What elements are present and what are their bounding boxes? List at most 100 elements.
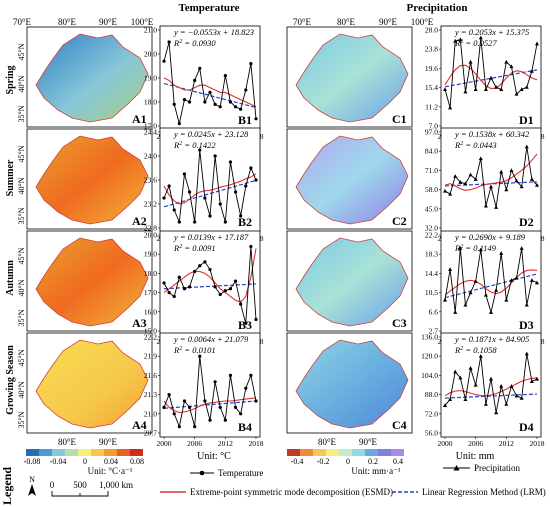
data-point-circle bbox=[167, 291, 171, 295]
data-point-circle bbox=[208, 90, 212, 94]
data-point-circle bbox=[177, 220, 181, 224]
y-tick-label: 24.0 bbox=[144, 152, 157, 161]
y-tick-label: 10.5 bbox=[425, 288, 438, 297]
data-point-circle bbox=[187, 285, 192, 289]
data-point-triangle bbox=[524, 84, 529, 89]
r-squared: R2 = 0.1058 bbox=[454, 345, 497, 355]
regression-equation: y = 0.0064x + 21.079 bbox=[173, 334, 249, 344]
lon-label-70e-left: 70°E bbox=[13, 17, 32, 27]
esmd-curve bbox=[444, 64, 538, 90]
data-point-circle bbox=[218, 202, 222, 206]
lon-label-80e-right: 80°E bbox=[337, 17, 356, 27]
colorbar-bin bbox=[78, 449, 91, 456]
y-tick-label: 15.4 bbox=[425, 83, 438, 92]
data-point-circle bbox=[208, 214, 212, 218]
data-point-circle bbox=[228, 287, 233, 291]
data-point-triangle bbox=[529, 68, 534, 73]
data-point-triangle bbox=[443, 188, 447, 193]
data-point-circle bbox=[254, 399, 258, 403]
x-tick-label: 2018 bbox=[249, 439, 264, 448]
map-panel-c2: C2 bbox=[286, 128, 413, 230]
y-tick-label: 18.0 bbox=[144, 269, 157, 278]
map-panel-c3: C3 bbox=[286, 230, 413, 332]
colorbar-tick: -0.04 bbox=[50, 457, 67, 466]
data-point-circle bbox=[187, 190, 192, 194]
regression-equation: y = 0.2053x + 15.375 bbox=[454, 27, 529, 37]
data-point-circle bbox=[187, 405, 192, 409]
data-point-triangle bbox=[535, 41, 539, 46]
region-shape bbox=[35, 33, 149, 123]
regression-equation: y = 0.0245x + 23.128 bbox=[173, 129, 249, 139]
top-longitude-labels: 70°E 80°E 90°E 100°E 70°E 80°E 90°E 100°… bbox=[13, 17, 434, 27]
colorbar-bin bbox=[130, 449, 143, 456]
data-point-circle bbox=[218, 105, 222, 109]
data-point-circle bbox=[233, 105, 238, 109]
data-point-circle bbox=[233, 190, 238, 194]
data-point-triangle bbox=[468, 290, 473, 295]
x-tick-label: 2018 bbox=[530, 439, 545, 448]
data-point-circle bbox=[187, 100, 192, 104]
colorbar-bin bbox=[104, 449, 117, 456]
data-point-circle bbox=[162, 281, 166, 285]
data-point-circle bbox=[228, 373, 233, 377]
y-tick-label: 136.0 bbox=[421, 333, 438, 342]
lat-label: 45°N bbox=[17, 145, 26, 162]
data-point-triangle bbox=[468, 59, 473, 64]
colorbar-bin bbox=[391, 449, 404, 456]
lrm-legend-label: Linear Regression Method (LRM) bbox=[422, 487, 546, 497]
data-point-triangle bbox=[509, 168, 514, 172]
region-shape bbox=[295, 33, 409, 123]
series-panel-d3: 2.76.610.514.418.322.22000200620122018y … bbox=[425, 231, 545, 347]
y-tick-label: 22.8 bbox=[144, 224, 157, 233]
y-tick-label: 19.6 bbox=[425, 64, 438, 73]
colorbar-bin bbox=[91, 449, 104, 456]
scale-label: 500 bbox=[73, 480, 87, 490]
colorbar-bin bbox=[326, 449, 339, 456]
data-point-triangle bbox=[448, 191, 453, 196]
data-point-triangle bbox=[514, 393, 519, 398]
colorbar-tick: 0.08 bbox=[130, 457, 144, 466]
data-point-circle bbox=[228, 100, 233, 104]
lat-label: 45°N bbox=[17, 247, 26, 264]
data-point-triangle bbox=[453, 38, 458, 43]
r-squared: R2 = 0.0101 bbox=[173, 345, 216, 355]
data-point-triangle bbox=[458, 375, 463, 380]
data-point-triangle bbox=[529, 278, 534, 282]
region-shape bbox=[35, 135, 149, 225]
y-tick-label: 23.8 bbox=[425, 45, 438, 54]
series-panel-d4: 56.0 72.0 88.0 104.0 120.0 136.0 2000 2006 2012 2… bbox=[421, 333, 545, 449]
data-point-triangle bbox=[443, 87, 447, 92]
data-point-triangle bbox=[458, 180, 463, 184]
y-tick-label: 21.0 bbox=[144, 409, 157, 418]
data-point-circle bbox=[177, 122, 181, 126]
data-point-circle bbox=[254, 117, 258, 121]
data-point-circle bbox=[167, 393, 171, 397]
r-squared: R2 = 0.0443 bbox=[454, 140, 497, 150]
x-tick-label: 2000 bbox=[438, 439, 453, 448]
panel-id-a1: A1 bbox=[132, 112, 147, 126]
map-panel-a2: A2 bbox=[26, 128, 153, 230]
data-point-triangle bbox=[535, 376, 539, 381]
data-point-circle bbox=[254, 178, 258, 182]
scale-label: 0 bbox=[50, 480, 55, 490]
plot-frame bbox=[440, 332, 542, 438]
data-point-circle bbox=[162, 196, 166, 200]
colorbar-bin bbox=[313, 449, 326, 456]
data-point-circle bbox=[239, 214, 243, 218]
data-point-triangle bbox=[504, 402, 509, 406]
data-point-circle bbox=[182, 98, 187, 102]
data-point-triangle bbox=[453, 310, 458, 314]
lon-label-bottom: 90°E bbox=[99, 437, 118, 447]
data-point-triangle bbox=[504, 187, 509, 192]
precipitation-colorbar: -0.4 -0.2 0 0.2 0.4 Unit: mm·a⁻¹ bbox=[287, 449, 404, 476]
region-shape bbox=[295, 135, 409, 225]
y-tick-label: 15.0 bbox=[144, 327, 157, 336]
data-point-circle bbox=[249, 373, 253, 377]
y-tick-label: 20.0 bbox=[144, 50, 157, 59]
panel-id-d1: D1 bbox=[519, 113, 534, 127]
data-point-triangle bbox=[514, 178, 519, 183]
lrm-trend-line bbox=[444, 69, 538, 88]
data-point-circle bbox=[239, 107, 243, 111]
data-point-triangle bbox=[483, 292, 488, 297]
